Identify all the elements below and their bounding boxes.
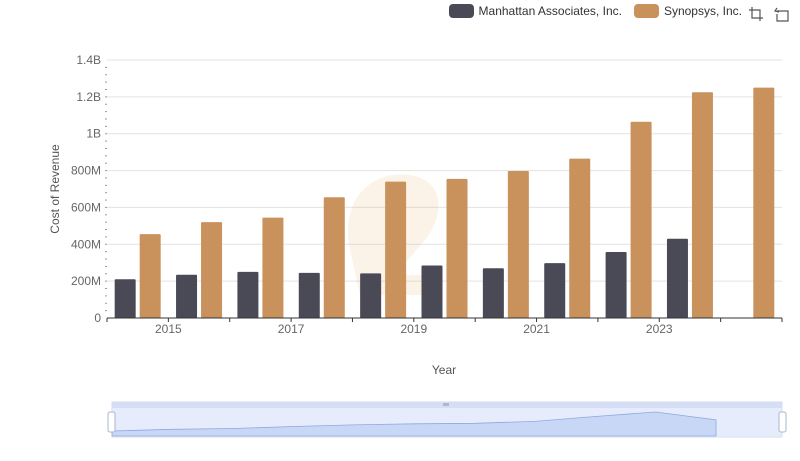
bar-synopsys-2020 bbox=[507, 170, 529, 318]
bar-synopsys-2016 bbox=[262, 217, 284, 318]
legend: Manhattan Associates, Inc. Synopsys, Inc… bbox=[448, 4, 742, 18]
bar-manhattan-2022 bbox=[605, 252, 627, 318]
bar-synopsys-2024 bbox=[753, 87, 775, 319]
bar-synopsys-2023 bbox=[691, 92, 713, 318]
bar-synopsys-2019 bbox=[446, 178, 468, 318]
y-tick-label: 0 bbox=[94, 311, 101, 325]
bar-manhattan-2017 bbox=[298, 272, 320, 318]
y-axis-minor-ticks bbox=[105, 66, 107, 312]
x-tick-label: 2015 bbox=[155, 322, 182, 336]
bar-synopsys-2021 bbox=[569, 158, 591, 318]
bar-manhattan-2018 bbox=[360, 273, 382, 318]
x-tick-label: 2017 bbox=[278, 322, 305, 336]
x-tick-label: 2021 bbox=[523, 322, 550, 336]
bar-synopsys-2014 bbox=[139, 234, 161, 318]
data-zoom-handle-right[interactable] bbox=[778, 411, 787, 433]
y-tick-label: 200M bbox=[71, 274, 101, 288]
bar-manhattan-2020 bbox=[482, 268, 504, 318]
y-tick-label: 1.4B bbox=[76, 53, 101, 67]
data-zoom-slider[interactable] bbox=[107, 401, 787, 438]
y-tick-label: 1.2B bbox=[76, 90, 101, 104]
y-tick-label: 1B bbox=[86, 127, 101, 141]
zoom-reset-icon[interactable] bbox=[774, 6, 790, 22]
bar-manhattan-2016 bbox=[237, 271, 259, 318]
x-axis-label: Year bbox=[432, 363, 456, 377]
y-tick-label: 400M bbox=[71, 237, 101, 251]
bar-manhattan-2019 bbox=[421, 265, 443, 318]
legend-label-synopsys: Synopsys, Inc. bbox=[663, 4, 742, 18]
data-zoom-preview-area bbox=[111, 411, 717, 437]
x-tick-label: 2019 bbox=[400, 322, 427, 336]
legend-swatch-synopsys bbox=[633, 4, 659, 18]
data-zoom-handle-left[interactable] bbox=[107, 411, 116, 433]
y-axis-tick-labels: 0 200M 400M 600M 800M 1B 1.2B 1.4B bbox=[71, 53, 101, 325]
bar-synopsys-2015 bbox=[201, 222, 223, 318]
legend-item-synopsys[interactable]: Synopsys, Inc. bbox=[633, 4, 742, 18]
bar-manhattan-2023 bbox=[666, 238, 688, 318]
x-axis-ticks: 2015 2017 2019 2021 2023 bbox=[106, 318, 783, 336]
x-tick-label: 2023 bbox=[646, 322, 673, 336]
legend-label-manhattan: Manhattan Associates, Inc. bbox=[478, 4, 622, 18]
bar-manhattan-2015 bbox=[176, 274, 198, 318]
y-tick-label: 600M bbox=[71, 200, 101, 214]
bars bbox=[114, 87, 775, 319]
legend-swatch-manhattan bbox=[448, 4, 474, 18]
bar-synopsys-2017 bbox=[323, 197, 345, 318]
data-zoom-handle-mid[interactable] bbox=[443, 403, 449, 406]
bar-manhattan-2014 bbox=[114, 279, 136, 318]
toolbox bbox=[748, 6, 790, 22]
bar-synopsys-2018 bbox=[385, 181, 407, 318]
zoom-icon[interactable] bbox=[748, 6, 764, 22]
legend-item-manhattan[interactable]: Manhattan Associates, Inc. bbox=[448, 4, 622, 18]
y-tick-label: 800M bbox=[71, 164, 101, 178]
bar-synopsys-2022 bbox=[630, 121, 652, 318]
y-axis-label: Cost of Revenue bbox=[48, 144, 62, 234]
bar-manhattan-2021 bbox=[544, 263, 566, 318]
